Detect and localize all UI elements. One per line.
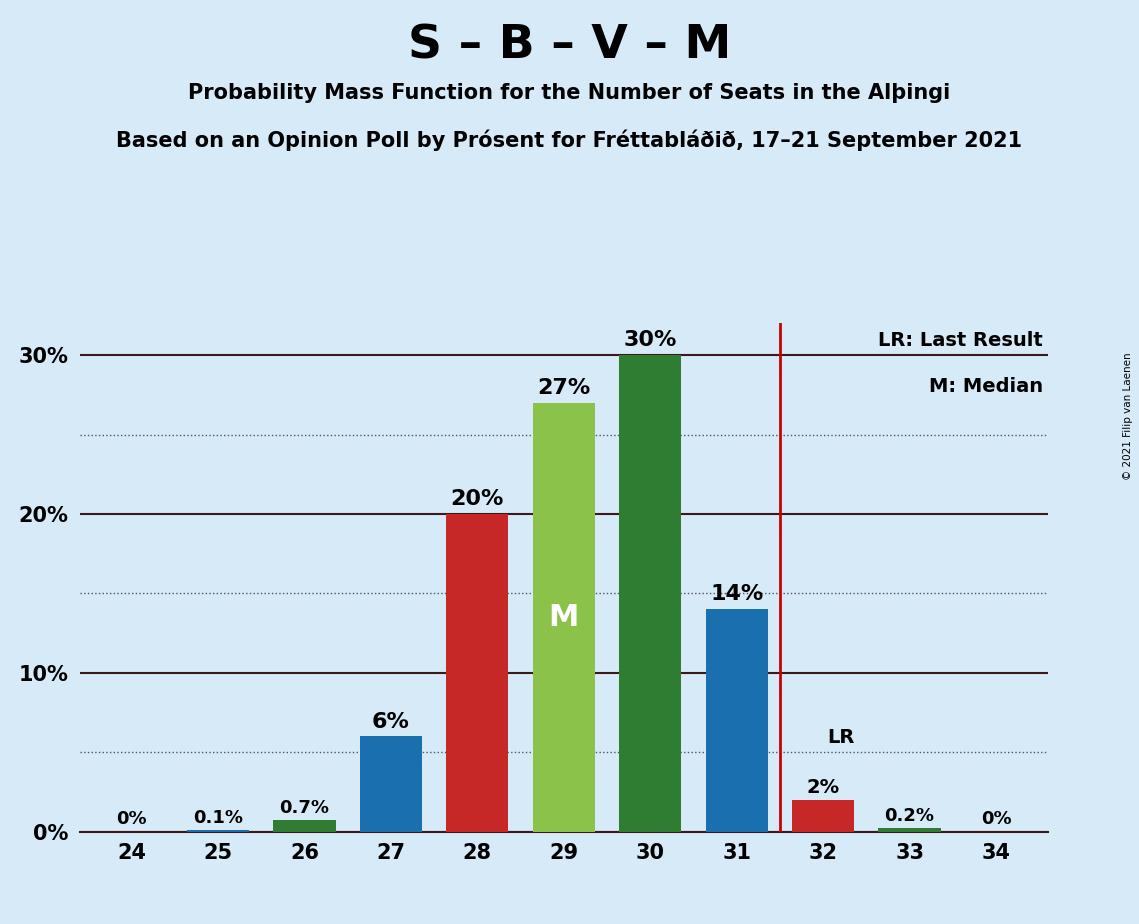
Text: Based on an Opinion Poll by Prósent for Fréttabláðið, 17–21 September 2021: Based on an Opinion Poll by Prósent for … [116, 129, 1023, 151]
Text: 30%: 30% [623, 331, 677, 350]
Bar [705, 609, 768, 832]
Text: 27%: 27% [538, 378, 590, 398]
Text: 0.1%: 0.1% [192, 808, 243, 827]
Text: M: M [549, 602, 579, 632]
Text: 20%: 20% [451, 489, 505, 509]
Text: M: Median: M: Median [929, 377, 1043, 395]
Text: 6%: 6% [372, 711, 410, 732]
Bar [792, 800, 854, 832]
Text: LR: Last Result: LR: Last Result [878, 331, 1043, 350]
Bar [360, 736, 423, 832]
Text: S – B – V – M: S – B – V – M [408, 23, 731, 68]
Text: Probability Mass Function for the Number of Seats in the Alþingi: Probability Mass Function for the Number… [188, 83, 951, 103]
Bar [446, 514, 508, 832]
Bar [878, 829, 941, 832]
Text: 14%: 14% [710, 585, 763, 604]
Text: © 2021 Filip van Laenen: © 2021 Filip van Laenen [1123, 352, 1133, 480]
Text: 0%: 0% [116, 810, 147, 829]
Bar [273, 821, 336, 832]
Text: 2%: 2% [806, 778, 839, 796]
Bar [187, 830, 249, 832]
Bar [620, 355, 681, 832]
Text: 0%: 0% [981, 810, 1011, 829]
Text: 0.7%: 0.7% [279, 799, 329, 818]
Text: LR: LR [827, 728, 855, 748]
Bar [533, 403, 595, 832]
Text: 0.2%: 0.2% [885, 808, 935, 825]
